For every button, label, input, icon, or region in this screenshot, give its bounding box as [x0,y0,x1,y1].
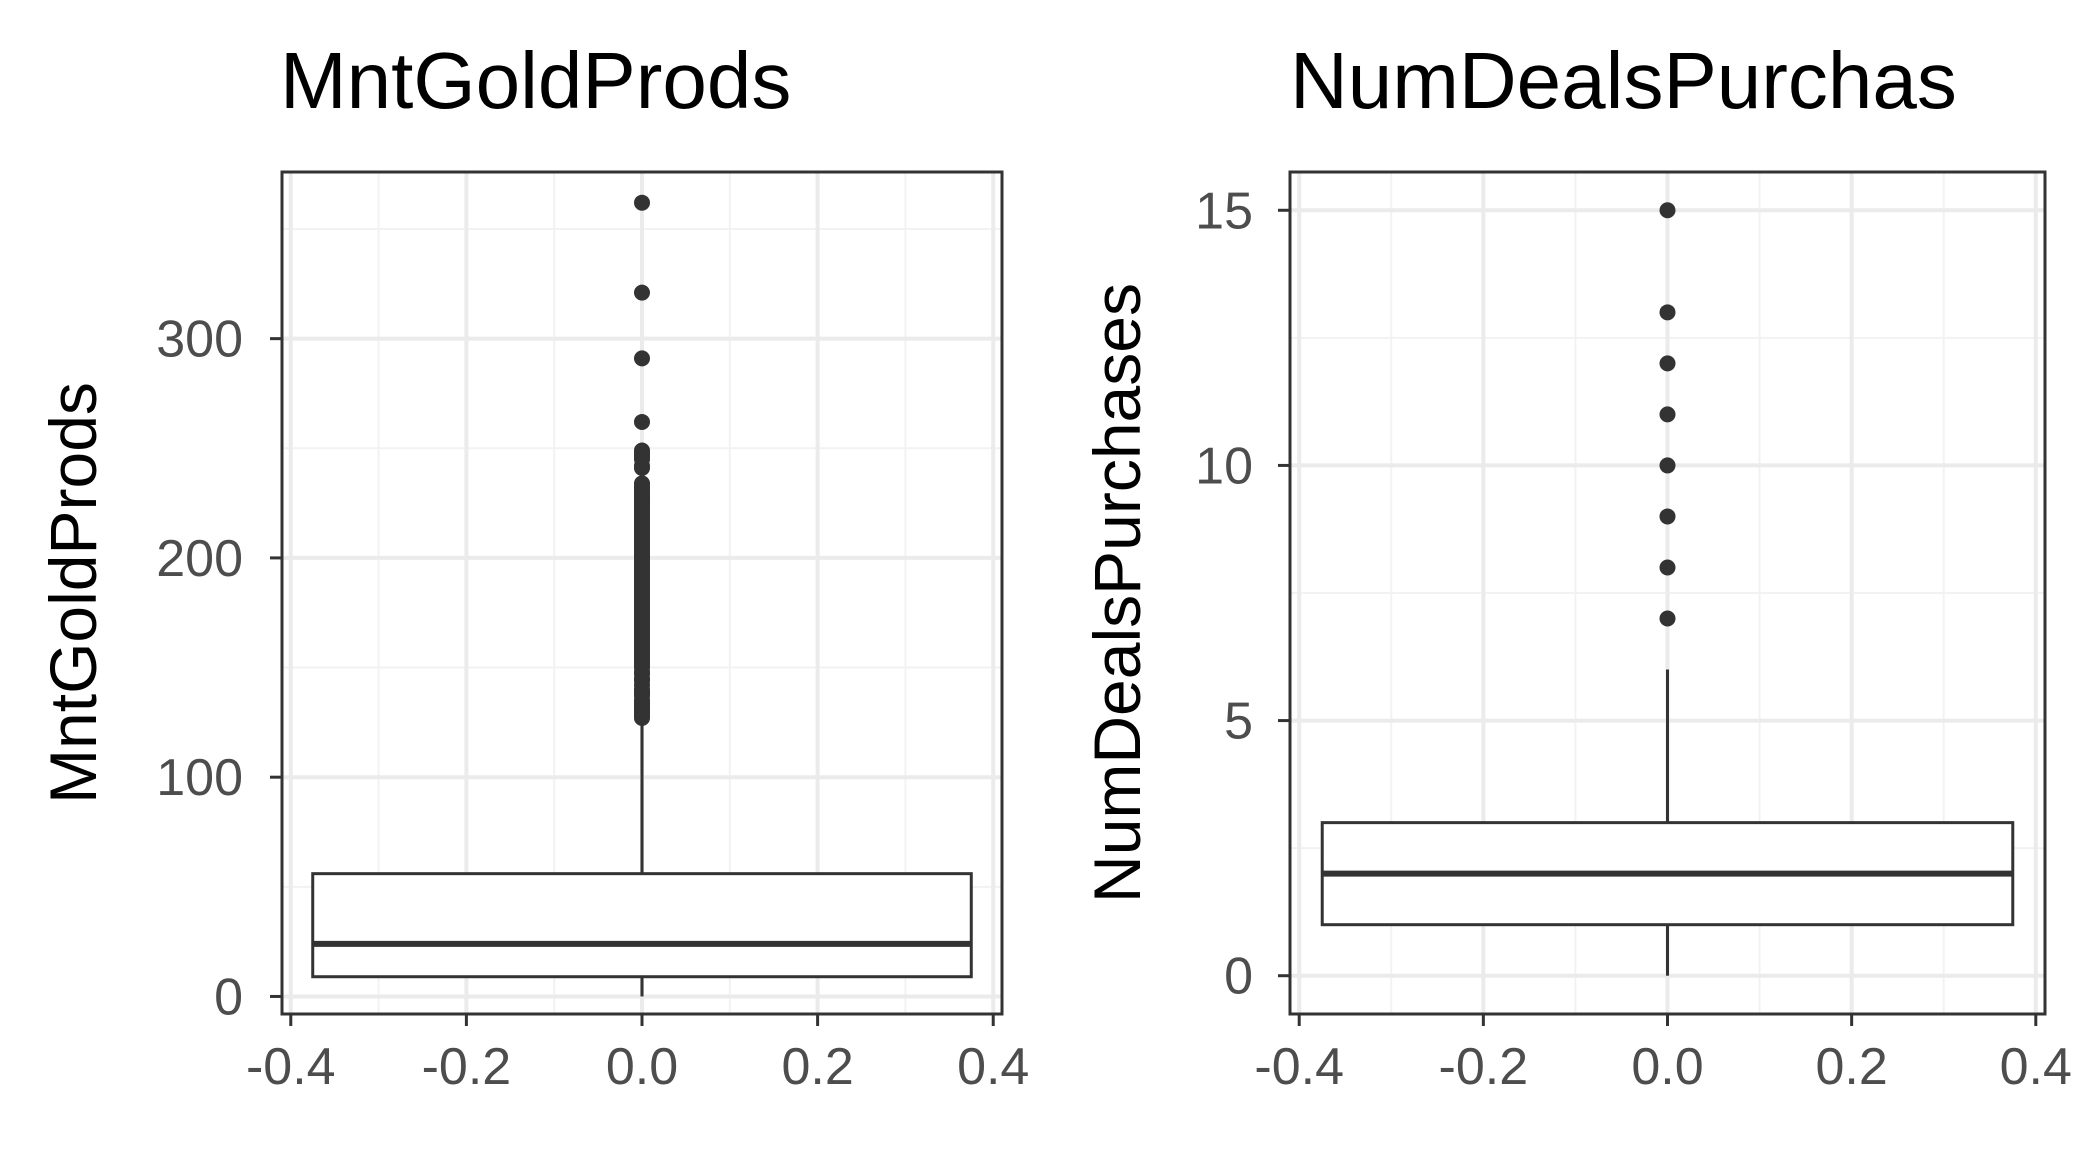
outlier-point [1659,457,1676,474]
x-tick-label: 0.2 [1815,1038,1887,1096]
outlier-point [634,350,650,367]
outlier-point [1659,508,1676,525]
y-axis-label: MntGoldProds [36,382,110,804]
y-axis-label: NumDealsPurchases [1080,283,1154,903]
y-tick-label: 200 [156,530,243,588]
outlier-point [634,475,650,492]
outlier-point [1659,304,1676,321]
x-tick-label: 0.0 [606,1038,678,1096]
y-tick-label: 0 [1224,948,1253,1006]
x-tick-label: 0.0 [1631,1038,1703,1096]
outlier-point [1659,202,1676,219]
outlier-point [1659,559,1676,576]
x-tick-label: -0.4 [246,1038,336,1096]
panel-title: MntGoldProds [280,36,791,125]
x-tick-label: -0.2 [1439,1038,1529,1096]
panel-title: NumDealsPurchas [1290,36,1957,125]
y-tick-label: 300 [156,311,243,369]
panel-mntgoldprods: -0.4 -0.2 0.0 0.2 0.4 0 100 200 300 MntGoldProds M… [36,36,1029,1096]
outlier-point [1659,355,1676,372]
y-tick-label: 5 [1224,693,1253,751]
x-tick-label: -0.2 [422,1038,512,1096]
outlier-point [634,194,650,211]
outlier-point [634,442,650,459]
panel-numdealspurchases: -0.4 -0.2 0.0 0.2 0.4 0 5 10 15 NumDealsPurchas Nu… [1080,36,2072,1096]
outlier-point [1659,610,1676,627]
x-tick-label: 0.2 [781,1038,853,1096]
outlier-point [1659,406,1676,423]
x-tick-label: 0.4 [2000,1038,2072,1096]
x-tick-label: -0.4 [1254,1038,1344,1096]
y-tick-label: 15 [1195,182,1253,240]
outlier-point [634,413,650,430]
y-tick-label: 0 [214,968,243,1026]
x-tick-label: 0.4 [957,1038,1029,1096]
y-tick-label: 10 [1195,437,1253,495]
outlier-point [634,284,650,301]
iqr-box [311,872,973,979]
y-tick-label: 100 [156,749,243,807]
